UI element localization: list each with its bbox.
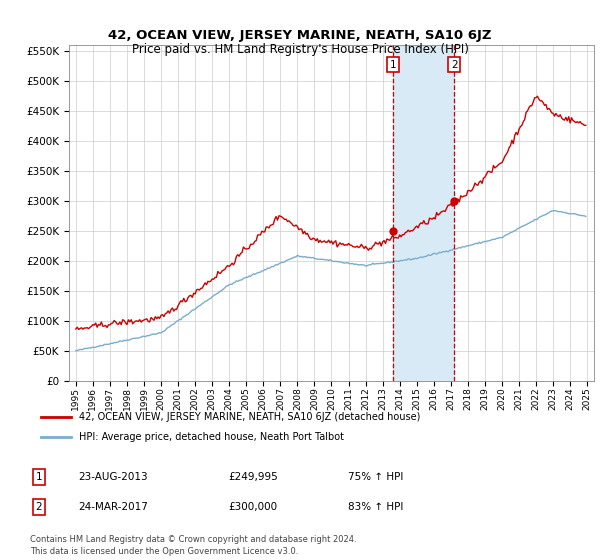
Text: HPI: Average price, detached house, Neath Port Talbot: HPI: Average price, detached house, Neat… — [79, 432, 344, 442]
Text: 1: 1 — [35, 472, 43, 482]
Bar — [393, 45, 454, 381]
Text: 42, OCEAN VIEW, JERSEY MARINE, NEATH, SA10 6JZ: 42, OCEAN VIEW, JERSEY MARINE, NEATH, SA… — [108, 29, 492, 42]
Text: £249,995: £249,995 — [228, 472, 278, 482]
Text: 42, OCEAN VIEW, JERSEY MARINE, NEATH, SA10 6JZ (detached house): 42, OCEAN VIEW, JERSEY MARINE, NEATH, SA… — [79, 412, 420, 422]
Text: 2: 2 — [35, 502, 43, 512]
Text: 1: 1 — [390, 59, 397, 69]
Text: 75% ↑ HPI: 75% ↑ HPI — [348, 472, 403, 482]
Text: Contains HM Land Registry data © Crown copyright and database right 2024.: Contains HM Land Registry data © Crown c… — [30, 535, 356, 544]
Text: 23-AUG-2013: 23-AUG-2013 — [78, 472, 148, 482]
Text: 83% ↑ HPI: 83% ↑ HPI — [348, 502, 403, 512]
Text: 2: 2 — [451, 59, 458, 69]
Text: This data is licensed under the Open Government Licence v3.0.: This data is licensed under the Open Gov… — [30, 547, 298, 556]
Text: 24-MAR-2017: 24-MAR-2017 — [78, 502, 148, 512]
Text: Price paid vs. HM Land Registry's House Price Index (HPI): Price paid vs. HM Land Registry's House … — [131, 43, 469, 56]
Text: £300,000: £300,000 — [228, 502, 277, 512]
